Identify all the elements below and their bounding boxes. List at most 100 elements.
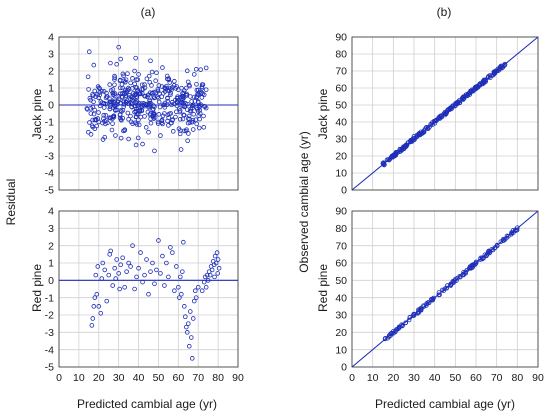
data-point xyxy=(186,343,192,349)
data-point xyxy=(193,67,199,72)
plot-frame xyxy=(351,36,539,191)
data-point xyxy=(177,116,183,122)
data-point xyxy=(104,298,110,304)
data-point xyxy=(181,239,186,245)
data-point xyxy=(102,267,108,273)
data-point xyxy=(146,291,151,297)
data-point xyxy=(473,259,479,265)
data-point xyxy=(170,250,175,255)
y-tick-label: 40 xyxy=(335,292,347,304)
data-point xyxy=(116,44,121,50)
y-tick-label: 2 xyxy=(48,66,54,78)
data-point xyxy=(132,92,138,97)
data-point xyxy=(86,49,92,54)
plot-frame xyxy=(58,36,239,191)
data-point xyxy=(201,113,206,119)
data-point xyxy=(87,120,92,125)
data-point xyxy=(435,116,441,121)
data-point xyxy=(193,295,199,300)
data-point xyxy=(125,110,131,116)
data-point xyxy=(122,91,127,97)
x-tick-label: 20 xyxy=(387,372,399,384)
y-tick-label: 70 xyxy=(335,66,347,78)
data-point xyxy=(104,90,109,96)
data-point xyxy=(92,295,98,300)
data-point xyxy=(444,285,449,291)
data-point xyxy=(89,323,95,328)
row-label-red-right: Red pine xyxy=(316,264,330,312)
data-point xyxy=(189,356,195,361)
data-point xyxy=(134,77,139,82)
x-tick-label: 10 xyxy=(73,372,85,384)
data-point xyxy=(108,248,114,254)
data-point xyxy=(154,267,159,273)
data-point xyxy=(411,136,417,141)
data-point xyxy=(93,116,99,122)
data-point xyxy=(199,84,205,90)
data-point xyxy=(403,144,408,149)
data-point xyxy=(181,112,186,118)
y-tick-label: 90 xyxy=(335,206,347,218)
data-point xyxy=(194,95,199,100)
data-point xyxy=(399,147,405,152)
data-point xyxy=(96,85,102,91)
data-point xyxy=(164,260,169,266)
data-point xyxy=(416,309,421,314)
data-point xyxy=(150,107,155,113)
row-label-jack-left: Jack pine xyxy=(30,88,44,139)
data-point xyxy=(190,127,196,132)
data-point xyxy=(144,76,150,82)
data-point xyxy=(167,111,172,117)
data-point xyxy=(187,309,193,314)
data-point xyxy=(201,124,207,130)
data-point xyxy=(160,65,165,70)
data-point xyxy=(135,103,140,108)
data-point xyxy=(448,281,454,287)
data-point xyxy=(143,125,149,130)
data-point xyxy=(180,116,186,122)
data-point xyxy=(96,110,101,115)
y-tick-label: 3 xyxy=(48,49,54,61)
y-tick-label: 30 xyxy=(335,134,347,146)
data-point xyxy=(138,250,143,255)
data-point xyxy=(215,271,221,276)
data-point xyxy=(166,123,171,128)
panel-label-b: (b) xyxy=(437,5,452,19)
data-point xyxy=(126,260,131,266)
data-point xyxy=(108,60,113,66)
data-point xyxy=(117,286,122,292)
data-point xyxy=(118,135,124,141)
data-point xyxy=(129,94,135,100)
y-tick-label: -5 xyxy=(45,185,54,197)
data-point xyxy=(134,274,139,280)
data-point xyxy=(140,141,145,147)
data-point xyxy=(144,257,149,262)
data-point xyxy=(108,88,114,93)
data-point xyxy=(175,95,180,101)
y-tick-label: 50 xyxy=(335,275,347,287)
y-tick-label: 0 xyxy=(341,185,347,197)
data-point xyxy=(119,117,124,123)
data-point xyxy=(85,74,91,80)
data-point xyxy=(162,283,167,288)
data-point xyxy=(513,227,518,233)
data-point xyxy=(203,284,209,290)
data-point xyxy=(487,248,492,254)
y-tick-label: -4 xyxy=(45,168,54,180)
data-point xyxy=(177,109,183,115)
data-point xyxy=(130,243,135,248)
data-point xyxy=(135,135,141,141)
data-point xyxy=(199,288,205,294)
data-point xyxy=(185,138,190,144)
data-point xyxy=(159,120,165,126)
data-point xyxy=(186,113,192,119)
data-point xyxy=(203,65,209,71)
data-point xyxy=(481,80,486,85)
data-point xyxy=(209,267,215,273)
data-point xyxy=(139,82,145,88)
y-tick-label: -1 xyxy=(45,117,54,129)
data-point xyxy=(450,103,456,109)
data-point xyxy=(416,132,422,138)
data-point xyxy=(130,76,135,81)
data-point xyxy=(97,86,103,91)
